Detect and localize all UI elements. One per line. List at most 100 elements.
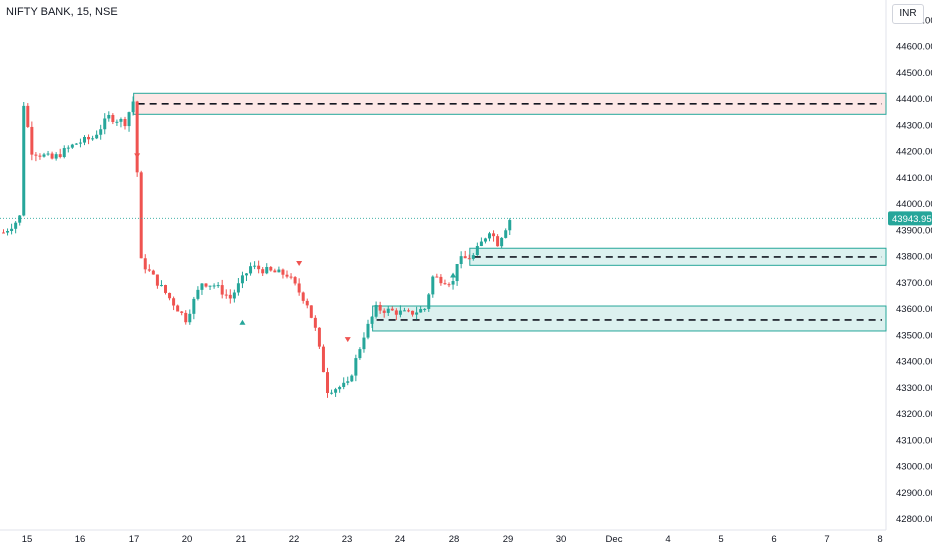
candle-body [374,305,378,317]
candle-body [6,231,10,233]
candle-body [74,143,78,145]
candle-body [500,237,504,247]
x-tick-label: 30 [556,534,567,545]
candle-body [147,269,151,271]
x-tick-label: 4 [665,534,670,545]
candle-body [431,276,435,295]
candle-body [504,230,508,238]
y-tick-label: 44200.00 [896,147,932,158]
candle-body [172,298,176,306]
candle-body [411,310,415,315]
x-tick-label: 7 [824,534,829,545]
currency-selector[interactable]: INR [892,4,924,24]
candle-body [455,263,459,282]
candle-body [443,283,447,285]
candle-body [338,386,342,390]
candle-body [58,154,62,158]
x-tick-label: Dec [606,534,623,545]
candle-body [447,284,451,286]
candle-body [326,372,329,393]
candle-body [18,215,22,223]
x-tick-label: 17 [129,534,140,545]
candle-body [240,275,244,284]
candle-body [415,312,419,315]
candle-body [245,273,248,276]
candle-body [321,346,325,373]
candle-body [297,283,301,293]
y-tick-label: 44000.00 [896,199,932,210]
y-tick-label: 43900.00 [896,225,932,236]
candle-body [155,274,159,286]
candle-body [261,269,265,274]
x-tick-label: 21 [236,534,247,545]
candle-body [281,269,285,275]
candle-body [188,313,192,323]
candle-body [508,220,512,231]
candle-body [488,233,491,239]
candle-body [139,172,143,259]
candle-body [42,154,46,157]
candle-body [334,389,338,393]
y-tick-label: 44400.00 [896,94,932,105]
candle-body [362,337,366,350]
candle-body [423,308,427,310]
candle-body [208,285,212,287]
candle-body [459,256,463,264]
candle-body [386,308,390,313]
candle-body [62,148,66,158]
candle-body [91,138,95,140]
candle-body [168,292,172,299]
candle-body [66,147,70,149]
candle-body [269,266,273,271]
y-tick-label: 43500.00 [896,330,932,341]
candle-body [176,305,180,312]
candle-body [390,308,394,311]
x-tick-label: 8 [877,534,882,545]
candle-body [342,382,346,387]
candle-body [26,105,30,127]
candle-body [346,381,350,383]
candle-body [212,285,216,287]
candle-body [350,375,354,382]
candle-body [87,136,91,140]
last-price-label: 43943.95 [892,214,932,225]
y-tick-label: 44500.00 [896,68,932,79]
x-tick-label: 24 [395,534,406,545]
candle-body [111,114,115,122]
candle-body [204,283,208,287]
candle-body [127,112,131,127]
y-tick-label: 44300.00 [896,120,932,131]
x-tick-label: 6 [771,534,776,545]
candle-body [107,114,111,119]
candle-body [407,310,410,312]
candle-body [38,155,42,157]
candle-body [265,266,269,274]
candle-body [200,283,204,290]
x-tick-label: 28 [449,534,460,545]
candle-body [14,222,18,229]
zone-green-2 [372,305,887,332]
candle-body [70,144,74,148]
x-tick-label: 15 [22,534,33,545]
symbol-title: NIFTY BANK, 15, NSE [6,6,118,18]
candle-body [22,105,26,216]
candle-body [366,323,370,338]
candle-body [467,258,471,260]
y-tick-label: 43200.00 [896,409,932,420]
candle-body [30,126,34,155]
candle-body [224,294,228,296]
x-tick-label: 20 [182,534,193,545]
candle-body [2,232,5,234]
y-tick-label: 42900.00 [896,488,932,499]
candle-body [427,294,431,309]
candle-body [354,358,358,376]
candle-body [402,310,406,312]
candle-body [10,228,14,232]
candle-body [232,292,236,299]
candle-body [253,265,257,267]
sell-signal-marker [296,261,303,266]
buy-signal-marker [239,319,246,325]
y-tick-label: 43800.00 [896,252,932,263]
candle-body [398,310,402,315]
